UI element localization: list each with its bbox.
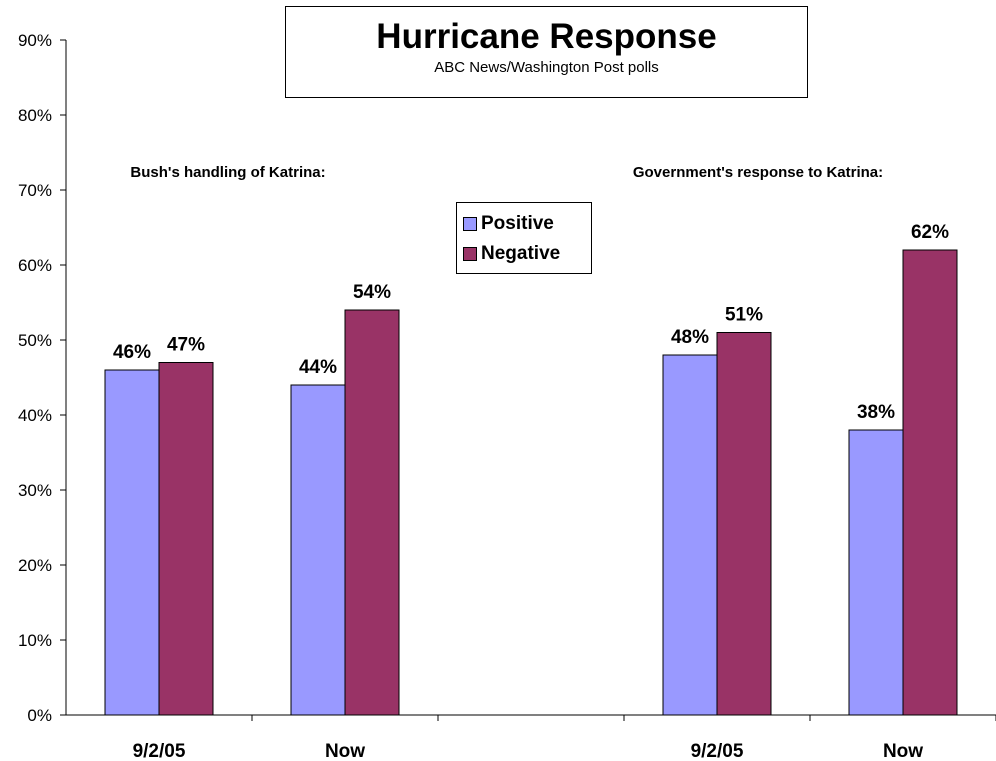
bar-positive bbox=[290, 384, 346, 716]
data-label: 38% bbox=[857, 402, 895, 423]
legend-item-positive: Positive bbox=[463, 209, 591, 239]
legend-label-negative: Negative bbox=[481, 243, 561, 264]
y-tick-label: 20% bbox=[18, 556, 52, 575]
panel-label-bush: Bush's handling of Katrina: bbox=[130, 164, 325, 181]
data-label: 54% bbox=[353, 282, 391, 303]
bar-negative bbox=[716, 332, 772, 716]
y-tick-label: 10% bbox=[18, 631, 52, 650]
chart-subtitle: ABC News/Washington Post polls bbox=[434, 59, 659, 76]
legend: Positive Negative bbox=[456, 202, 592, 274]
data-label: 44% bbox=[299, 357, 337, 378]
y-tick-label: 90% bbox=[18, 31, 52, 50]
y-tick-label: 0% bbox=[27, 706, 52, 725]
x-category-label: 9/2/05 bbox=[133, 741, 186, 761]
bar-negative bbox=[902, 249, 958, 716]
y-tick-label: 70% bbox=[18, 181, 52, 200]
chart-title-box: Hurricane Response ABC News/Washington P… bbox=[285, 6, 808, 98]
y-tick-label: 80% bbox=[18, 106, 52, 125]
x-category-label: 9/2/05 bbox=[691, 741, 744, 761]
data-label: 46% bbox=[113, 342, 151, 363]
bar-negative bbox=[158, 362, 214, 716]
x-category-label: Now bbox=[883, 741, 923, 761]
data-label: 62% bbox=[911, 222, 949, 243]
chart-title: Hurricane Response bbox=[376, 17, 717, 56]
data-label: 48% bbox=[671, 327, 709, 348]
y-tick-label: 60% bbox=[18, 256, 52, 275]
y-tick-label: 40% bbox=[18, 406, 52, 425]
bar-positive bbox=[662, 354, 718, 716]
data-label: 47% bbox=[167, 335, 205, 356]
y-tick-label: 50% bbox=[18, 331, 52, 350]
legend-label-positive: Positive bbox=[481, 213, 554, 234]
panel-label-government: Government's response to Katrina: bbox=[633, 164, 883, 181]
bar-positive bbox=[848, 429, 904, 716]
x-category-label: Now bbox=[325, 741, 365, 761]
data-label: 51% bbox=[725, 305, 763, 326]
legend-item-negative: Negative bbox=[463, 239, 591, 269]
legend-swatch-negative bbox=[463, 247, 477, 261]
bar-negative bbox=[344, 309, 400, 716]
y-tick-label: 30% bbox=[18, 481, 52, 500]
legend-swatch-positive bbox=[463, 217, 477, 231]
bar-positive bbox=[104, 369, 160, 716]
